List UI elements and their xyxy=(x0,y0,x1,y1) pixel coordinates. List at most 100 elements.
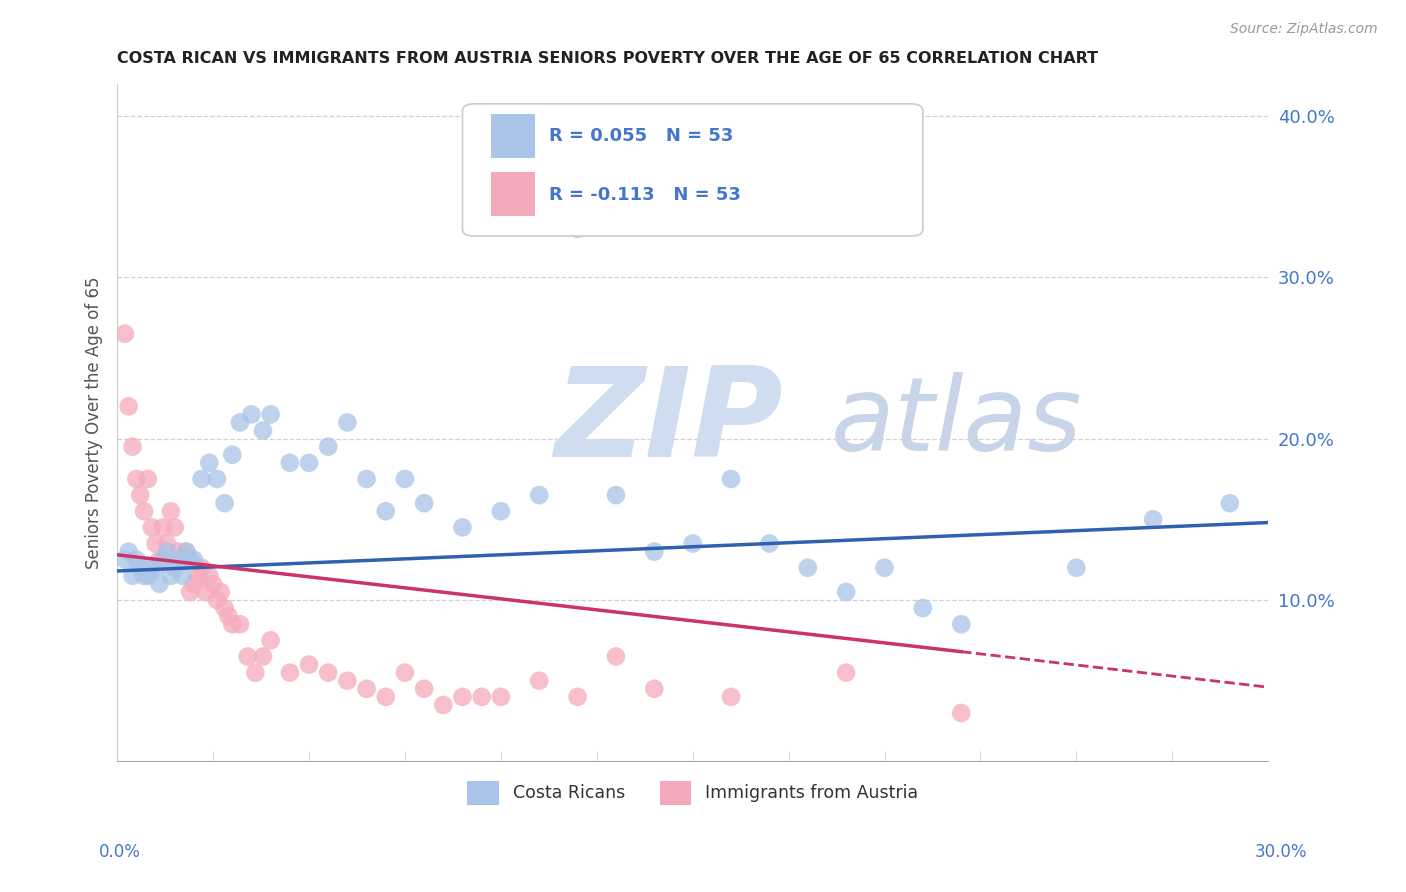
Point xyxy=(179,585,201,599)
Point xyxy=(167,552,190,566)
FancyBboxPatch shape xyxy=(463,103,922,236)
Point xyxy=(160,504,183,518)
FancyBboxPatch shape xyxy=(491,171,536,216)
Point xyxy=(221,448,243,462)
Point xyxy=(394,665,416,680)
Point xyxy=(214,601,236,615)
Point xyxy=(451,520,474,534)
Point xyxy=(240,408,263,422)
Point xyxy=(252,424,274,438)
Point xyxy=(471,690,494,704)
Point xyxy=(174,544,197,558)
Point xyxy=(183,552,205,566)
Point xyxy=(720,472,742,486)
Point xyxy=(432,698,454,712)
Point xyxy=(229,617,252,632)
Point xyxy=(236,649,259,664)
FancyBboxPatch shape xyxy=(491,114,536,158)
Point xyxy=(374,504,396,518)
Point xyxy=(259,633,281,648)
Point xyxy=(413,496,436,510)
Point xyxy=(129,488,152,502)
Point xyxy=(118,544,141,558)
Point xyxy=(336,416,359,430)
Point xyxy=(529,673,551,688)
Point xyxy=(205,472,228,486)
Point xyxy=(167,544,190,558)
Point xyxy=(336,673,359,688)
Point xyxy=(489,690,512,704)
Point xyxy=(172,552,194,566)
Point xyxy=(252,649,274,664)
Point xyxy=(183,577,205,591)
Text: COSTA RICAN VS IMMIGRANTS FROM AUSTRIA SENIORS POVERTY OVER THE AGE OF 65 CORREL: COSTA RICAN VS IMMIGRANTS FROM AUSTRIA S… xyxy=(117,51,1098,66)
Point xyxy=(148,577,170,591)
Point xyxy=(758,536,780,550)
Point xyxy=(125,552,148,566)
Point xyxy=(950,617,973,632)
Point xyxy=(214,496,236,510)
Point xyxy=(114,326,136,341)
Point xyxy=(245,665,267,680)
Point xyxy=(259,408,281,422)
Point xyxy=(1142,512,1164,526)
Point xyxy=(209,585,232,599)
Point xyxy=(156,536,179,550)
Text: atlas: atlas xyxy=(831,373,1083,473)
Point xyxy=(194,585,217,599)
Point xyxy=(156,544,179,558)
Point xyxy=(217,609,239,624)
Point xyxy=(682,536,704,550)
Point xyxy=(148,552,170,566)
Point xyxy=(643,681,665,696)
Point xyxy=(356,472,378,486)
Point xyxy=(172,569,194,583)
Point xyxy=(1066,560,1088,574)
Point xyxy=(129,560,152,574)
Point xyxy=(605,488,627,502)
Point xyxy=(187,569,209,583)
Point xyxy=(198,569,221,583)
Point xyxy=(136,472,159,486)
Point xyxy=(163,560,186,574)
Text: 30.0%: 30.0% xyxy=(1256,843,1308,861)
Point xyxy=(163,520,186,534)
Point xyxy=(221,617,243,632)
Point xyxy=(643,544,665,558)
Text: R = 0.055   N = 53: R = 0.055 N = 53 xyxy=(548,128,733,145)
Point xyxy=(278,665,301,680)
Point xyxy=(118,400,141,414)
Point xyxy=(114,552,136,566)
Legend: Costa Ricans, Immigrants from Austria: Costa Ricans, Immigrants from Austria xyxy=(458,772,927,814)
Point xyxy=(190,472,212,486)
Point xyxy=(605,649,627,664)
Point xyxy=(145,536,167,550)
Point xyxy=(797,560,820,574)
Point xyxy=(316,440,339,454)
Point xyxy=(394,472,416,486)
Point xyxy=(374,690,396,704)
Y-axis label: Seniors Poverty Over the Age of 65: Seniors Poverty Over the Age of 65 xyxy=(86,277,103,569)
Text: Source: ZipAtlas.com: Source: ZipAtlas.com xyxy=(1230,22,1378,37)
Text: R = -0.113   N = 53: R = -0.113 N = 53 xyxy=(548,186,741,204)
Point xyxy=(356,681,378,696)
Point xyxy=(567,221,589,235)
Point xyxy=(835,665,858,680)
Point xyxy=(298,657,321,672)
Point xyxy=(911,601,934,615)
Point xyxy=(205,593,228,607)
Point xyxy=(720,690,742,704)
Point xyxy=(152,520,174,534)
Point xyxy=(179,552,201,566)
Point xyxy=(316,665,339,680)
Point xyxy=(202,577,225,591)
Point xyxy=(136,569,159,583)
Point xyxy=(950,706,973,720)
Point xyxy=(174,544,197,558)
Point xyxy=(489,504,512,518)
Point xyxy=(141,520,163,534)
Point xyxy=(1219,496,1241,510)
Point xyxy=(121,569,143,583)
Point xyxy=(152,552,174,566)
Point xyxy=(145,560,167,574)
